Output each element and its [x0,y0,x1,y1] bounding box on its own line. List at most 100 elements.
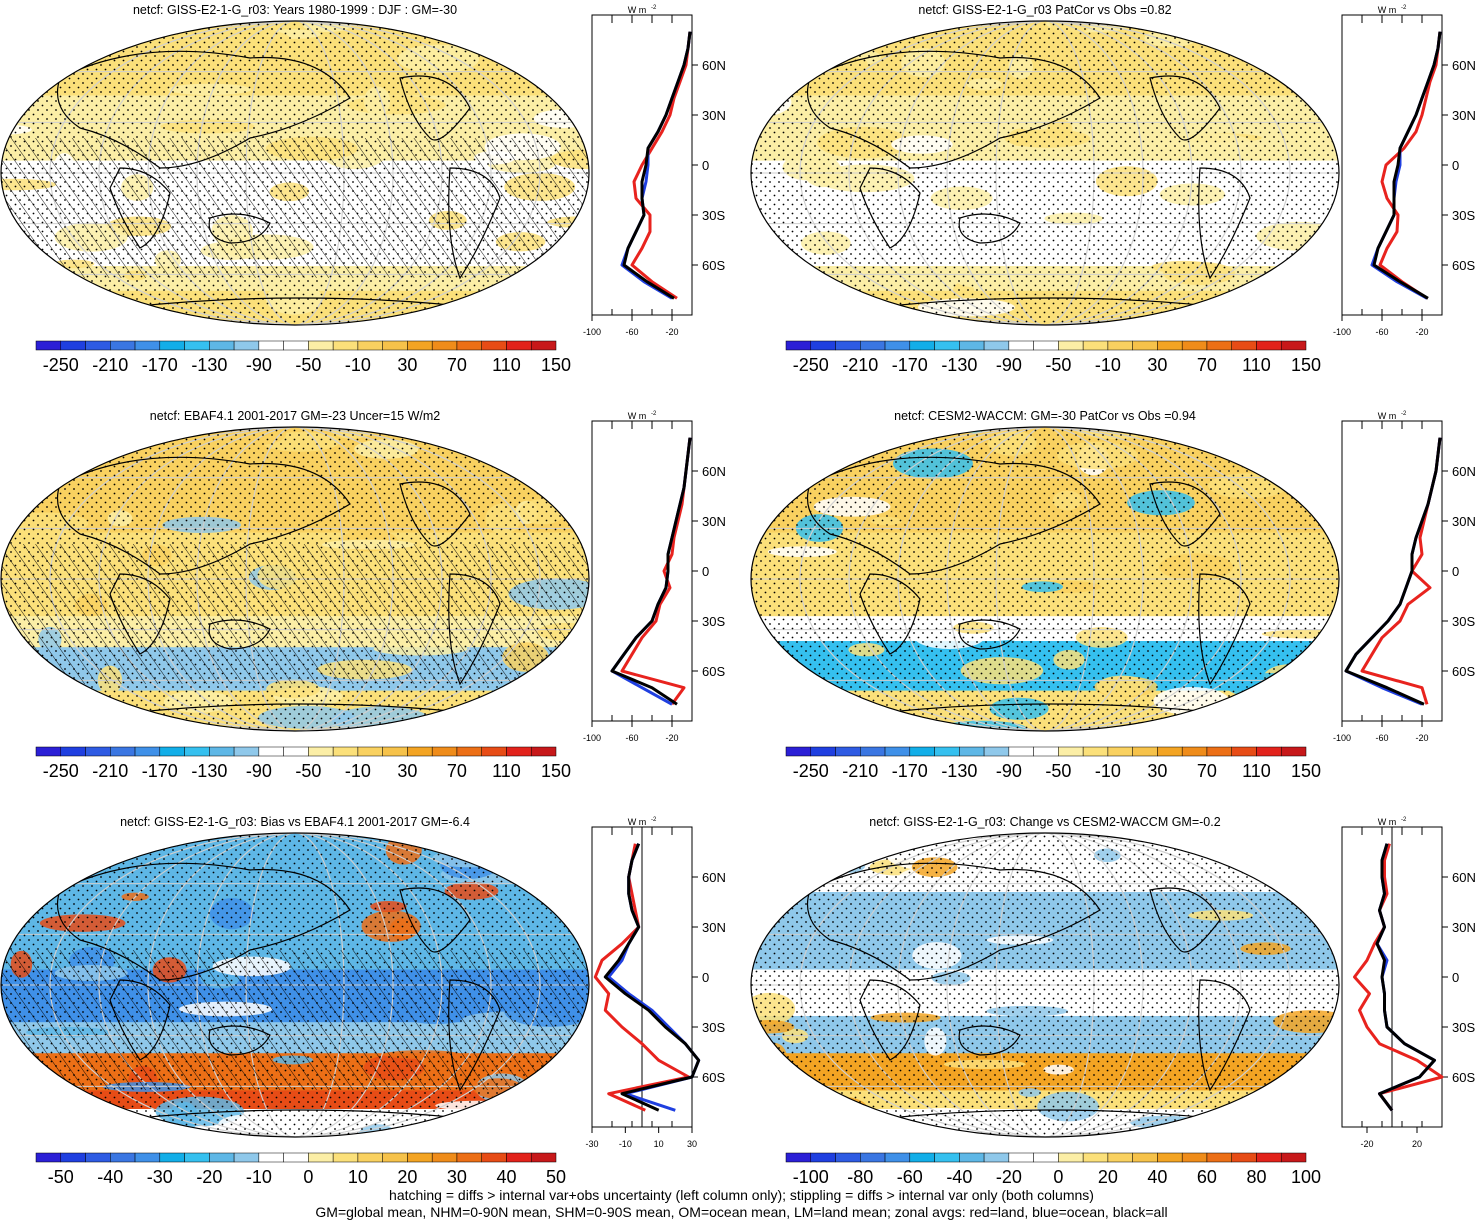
colorbar-bin [1256,746,1282,757]
colorbar-bin [909,746,935,757]
colorbar-bin [983,1152,1010,1163]
zonal-series-land [1353,843,1444,1112]
latitude-label: 60N [1452,464,1476,479]
colorbar-bin [934,1152,960,1163]
colorbar-tick-label: -210 [842,761,878,781]
colorbar-tick-label: -130 [191,761,227,781]
panel-4: netcf: CESM2-WACCM: GM=-30 PatCor vs Obs… [750,406,1483,806]
colorbar-tick-label: -50 [1045,355,1071,375]
map-plot [0,426,590,732]
zonal-x-tick-label: -20 [1415,327,1428,337]
colorbar-bin [1107,1152,1133,1163]
zonal-x-tick-label: -20 [665,733,678,743]
zonal-unit-exponent: -2 [651,411,657,417]
colorbar-tick-label: 110 [492,761,521,781]
colorbar-bin [481,746,507,757]
colorbar-bin [1157,746,1183,757]
zonal-series-land [1378,31,1442,300]
zonal-x-tick-label: 10 [654,1139,664,1149]
colorbar-bin [1280,340,1307,351]
colorbar-tick-label: 110 [492,355,521,375]
colorbar-bin [1082,1152,1109,1163]
latitude-label: 60N [1452,870,1476,885]
colorbar-bin [481,340,507,351]
colorbar-bin [35,1152,62,1163]
colorbar-bin [1206,340,1232,351]
colorbar-bin [134,746,161,757]
colorbar-tick-label: -10 [1095,355,1121,375]
panel-1: netcf: GISS-E2-1-G_r03: Years 1980-1999 … [0,0,740,400]
latitude-label: 0 [1452,158,1459,173]
zonal-x-tick-label: -60 [625,327,638,337]
colorbar-bin [258,1152,284,1163]
zonal-x-tick-label: -60 [1375,733,1388,743]
colorbar-bin [60,340,86,351]
colorbar-tick-label: -50 [48,1167,74,1187]
colorbar-tick-label: 70 [447,355,467,375]
colorbar-bin [1206,1152,1232,1163]
colorbar-bin [1157,1152,1183,1163]
latitude-label: 30N [1452,514,1476,529]
zonal-unit-label: W m [628,5,647,15]
colorbar-tick-label: -250 [793,355,829,375]
latitude-label: 30N [1452,920,1476,935]
colorbar-tick-label: 150 [1291,355,1321,375]
colorbar-bin [860,340,886,351]
zonal-x-tick-label: -100 [1333,327,1351,337]
colorbar-bin [1008,1152,1034,1163]
colorbar-bin [835,340,861,351]
colorbar-tick-label: 30 [397,761,417,781]
zonal-x-tick-label: -100 [583,327,601,337]
latitude-label: 30S [1452,1020,1475,1035]
colorbar-bin [332,1152,359,1163]
colorbar-tick-label: 30 [397,355,417,375]
zonal-unit-exponent: -2 [651,5,657,11]
zonal-unit-label: W m [628,817,647,827]
latitude-label: 30N [702,920,726,935]
colorbar-bin [1132,1152,1158,1163]
map-plot [750,832,1340,1138]
colorbar-bin [481,1152,507,1163]
colorbar-bin [258,340,284,351]
colorbar-bin [785,746,812,757]
panel-2: netcf: GISS-E2-1-G_r03 PatCor vs Obs =0.… [750,0,1483,400]
colorbar-bin [1231,340,1257,351]
latitude-label: 0 [702,158,709,173]
colorbar-tick-label: -40 [946,1167,972,1187]
latitude-label: 60N [1452,58,1476,73]
colorbar-bin [934,340,960,351]
colorbar-bin [1033,340,1059,351]
colorbar-bin [209,746,235,757]
colorbar-bin [184,746,210,757]
zonal-mean-plot: W m -2 60N 30N 0 30S 60S -30 -10 10 30 [585,817,726,1149]
zonal-mean-plot: W m -2 60N 30N 0 30S 60S -100 -60 -20 [1333,5,1476,337]
colorbar-bin [909,340,935,351]
colorbar-tick-label: 50 [546,1167,566,1187]
colorbar-tick-label: -60 [897,1167,923,1187]
zonal-series-all [1375,843,1436,1112]
colorbar-bin [35,746,62,757]
latitude-label: 30S [702,614,725,629]
latitude-label: 30S [702,1020,725,1035]
colorbar: -250 -210 -170 -130 -90 -50 -10 30 70 110 150 [785,746,1321,781]
latitude-label: 30N [702,514,726,529]
colorbar-tick-label: -90 [996,761,1022,781]
colorbar-bin [308,1152,334,1163]
colorbar-bin [835,746,861,757]
colorbar-tick-label: -210 [92,355,128,375]
colorbar: -100 -80 -60 -40 -20 0 20 40 60 80 100 [785,1152,1321,1187]
colorbar-tick-label: -210 [92,761,128,781]
colorbar-bin [1107,340,1133,351]
colorbar-bin [506,340,532,351]
colorbar: -250 -210 -170 -130 -90 -50 -10 30 70 110 150 [35,340,571,375]
panel-title: netcf: GISS-E2-1-G_r03: Bias vs EBAF4.1 … [120,815,470,829]
colorbar-bin [1107,746,1133,757]
colorbar-bin [407,340,433,351]
zonal-x-tick-label: -20 [665,327,678,337]
colorbar-tick-label: -10 [345,355,371,375]
colorbar-bin [283,746,309,757]
colorbar-bin [258,746,284,757]
zonal-unit-exponent: -2 [1401,817,1407,823]
colorbar-bin [1082,746,1109,757]
colorbar-tick-label: -10 [1095,761,1121,781]
